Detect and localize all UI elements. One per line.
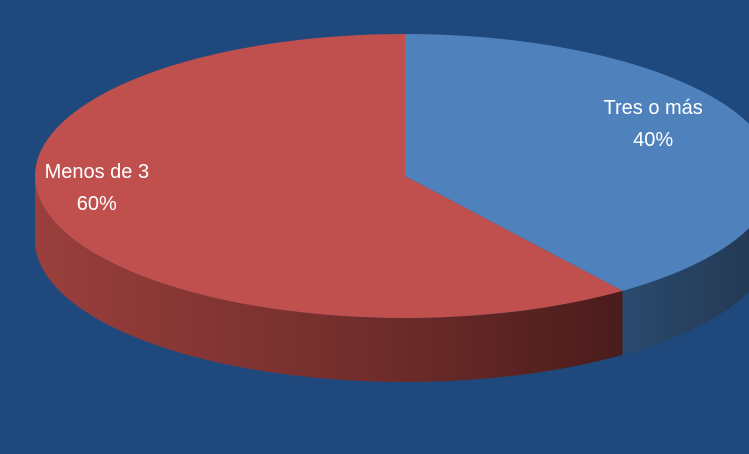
pie-slice-tres-o-mas bbox=[405, 34, 749, 291]
pie-slice-menos-de-3 bbox=[34, 34, 623, 319]
data-label-category-tres-o-mas: Tres o más bbox=[604, 97, 703, 119]
data-label-value-menos-de-3: 60% bbox=[77, 193, 117, 215]
pie-slice-side-menos-de-3 bbox=[35, 176, 623, 382]
data-label-menos-de-3: Menos de 3 60% bbox=[45, 161, 150, 215]
data-label-value-tres-o-mas: 40% bbox=[633, 129, 673, 151]
data-label-category-menos-de-3: Menos de 3 bbox=[45, 161, 150, 183]
data-label-tres-o-mas: Tres o más 40% bbox=[604, 97, 703, 151]
pie-slice-side-tres-o-mas bbox=[622, 228, 749, 355]
